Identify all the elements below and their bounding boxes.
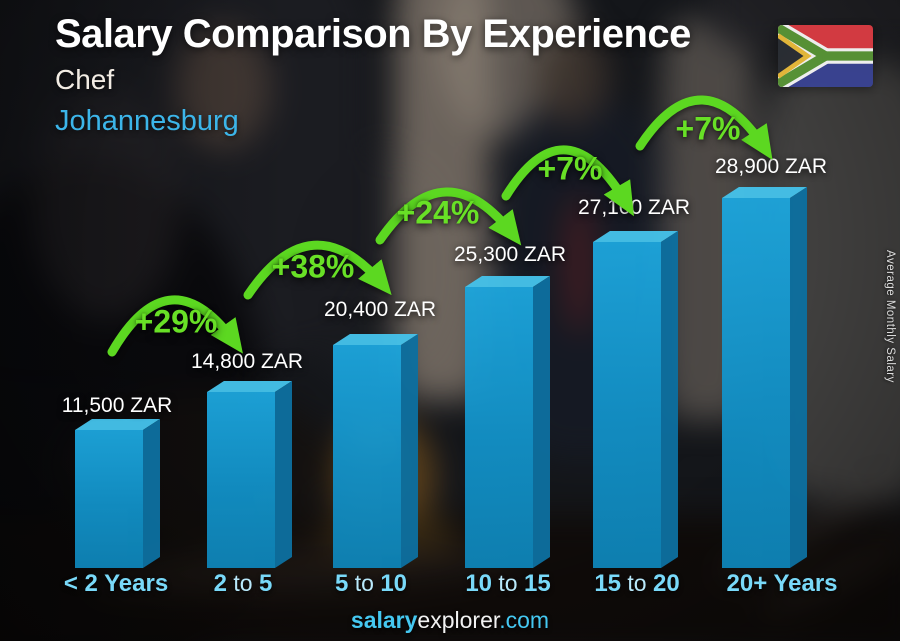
value-label-20-plus-years: 28,900 ZAR xyxy=(714,155,828,178)
bar-5-to-10 xyxy=(333,333,418,568)
pct-change-label-4: +7% xyxy=(537,150,603,187)
value-label-2-to-5: 14,800 ZAR xyxy=(190,350,304,373)
job-title: Chef xyxy=(55,64,115,95)
value-label-5-to-10: 20,400 ZAR xyxy=(323,298,437,321)
bar-15-to-20 xyxy=(593,230,678,568)
brand-suffix: .com xyxy=(499,607,550,633)
category-label-2-to-5: 2 to 5 xyxy=(213,570,273,597)
category-label-20-plus-years: 20+ Years xyxy=(726,570,838,597)
category-label-10-to-15: 10 to 15 xyxy=(465,570,551,597)
city-label: Johannesburg xyxy=(55,105,239,137)
category-label-15-to-20: 15 to 20 xyxy=(594,570,680,597)
brand-regular: explorer xyxy=(417,607,500,633)
pct-change-label-5: +7% xyxy=(675,110,741,147)
bar-2-to-5 xyxy=(207,380,292,568)
south-africa-flag-icon xyxy=(778,25,873,87)
bar-20-plus-years xyxy=(722,186,807,568)
value-label-15-to-20: 27,100 ZAR xyxy=(577,196,691,219)
bar-10-to-15 xyxy=(465,275,550,568)
value-label-under-2-years: 11,500 ZAR xyxy=(61,394,173,417)
pct-change-label-3: +24% xyxy=(396,194,480,231)
value-label-10-to-15: 25,300 ZAR xyxy=(453,243,567,266)
header-block: Salary Comparison By Experience Chef Joh… xyxy=(55,12,691,138)
pct-change-label-1: +29% xyxy=(134,303,218,340)
category-label-5-to-10: 5 to 10 xyxy=(334,570,408,597)
brand-footer: salaryexplorer.com xyxy=(0,607,900,634)
y-axis-title: Average Monthly Salary xyxy=(884,250,896,383)
page-title: Salary Comparison By Experience xyxy=(55,12,691,56)
brand-bold: salary xyxy=(350,607,418,633)
bar-under-2-years xyxy=(75,418,160,568)
pct-change-label-2: +38% xyxy=(271,248,355,285)
category-label-under-2-years: < 2 Years xyxy=(63,570,169,597)
